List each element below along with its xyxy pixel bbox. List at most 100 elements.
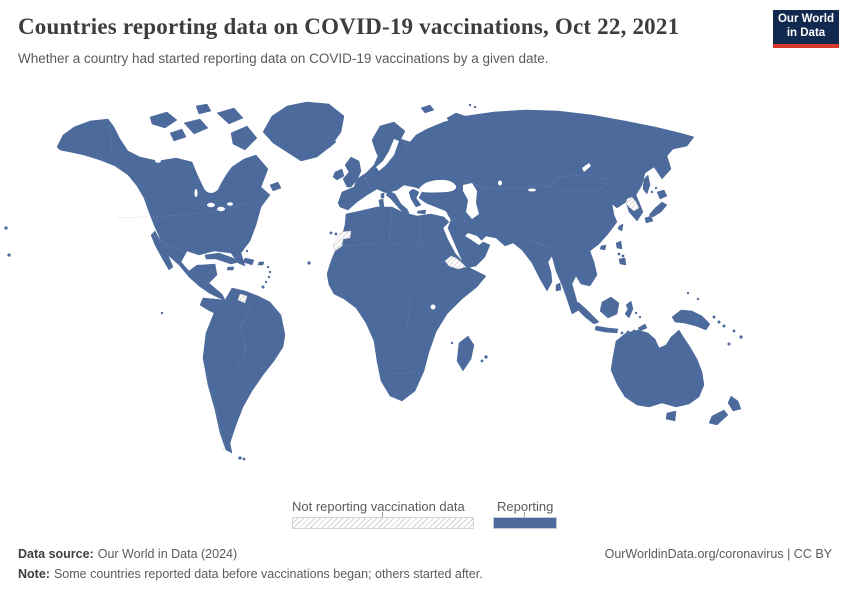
island-dot: [241, 245, 245, 249]
island-sardinia: [378, 198, 385, 209]
arctic-island: [216, 107, 244, 125]
island-falklands: [238, 456, 242, 460]
island-java: [594, 325, 619, 334]
island-sri-lanka: [555, 282, 562, 292]
footer-credit-link[interactable]: OurWorldinData.org/coronavirus | CC BY: [604, 547, 832, 561]
arctic-island: [183, 118, 209, 135]
lake-balkhash: [528, 188, 536, 192]
island-kyushu: [644, 215, 654, 224]
island-sulawesi: [624, 300, 634, 319]
legend-label-reporting: Reporting: [497, 499, 554, 514]
island-canary: [329, 231, 333, 235]
arctic-island-baffin: [230, 125, 258, 151]
peninsula-greece: [408, 188, 422, 208]
island-sicily: [392, 213, 402, 221]
landmass-north-america: [56, 118, 271, 301]
island-moluccas: [638, 315, 642, 319]
landmass-africa: [326, 206, 487, 402]
landmass-greenland: [262, 101, 345, 162]
footer-source-label: Data source:: [18, 547, 94, 561]
sea-caspian: [463, 183, 479, 219]
island-solomon: [712, 315, 716, 319]
island-new-guinea: [671, 309, 711, 331]
island-taiwan: [617, 223, 624, 232]
island-comoros: [450, 341, 454, 345]
island-dot: [468, 103, 472, 107]
lake-superior: [207, 202, 215, 208]
island-visayas: [617, 252, 621, 256]
lake-erie-ontario: [227, 202, 233, 206]
not-reporting-region-eritrea: [444, 255, 467, 270]
island-puerto-rico: [257, 261, 265, 266]
world-choropleth-map: [0, 95, 850, 495]
landmass-eurasia: [337, 109, 695, 315]
landmass-south-america: [199, 287, 286, 454]
island-hokkaido: [656, 189, 668, 200]
island-cuba: [204, 252, 240, 265]
island-hawaii: [4, 226, 8, 230]
sea-baltic: [376, 139, 399, 171]
island-vanuatu: [732, 329, 736, 333]
not-reporting-region-french-guiana: [237, 293, 248, 304]
island-mauritius: [484, 355, 488, 359]
lake-victoria: [430, 304, 436, 310]
island-jamaica: [226, 266, 235, 271]
lake-michigan-huron: [217, 206, 225, 212]
island-fiji: [739, 335, 743, 339]
not-reporting-region-north-korea: [625, 196, 640, 212]
page-title: Countries reporting data on COVID-19 vac…: [18, 14, 680, 39]
island-sumatra: [575, 301, 600, 325]
island-timor: [637, 323, 648, 332]
owid-logo-line2: in Data: [786, 27, 826, 39]
island-novaya-zemlya: [446, 112, 466, 124]
island-hawaii: [7, 253, 11, 257]
arctic-island: [169, 128, 187, 142]
island-mindanao: [618, 257, 627, 266]
legend-swatch-reporting: [493, 517, 557, 529]
island-moluccas: [634, 311, 638, 315]
island-kuril: [654, 186, 658, 190]
legend-tick: [382, 512, 383, 517]
footer-source: Data source: Our World in Data (2024): [18, 547, 237, 561]
island-great-britain: [342, 156, 362, 188]
footer-source-value: Our World in Data (2024): [97, 547, 238, 561]
arctic-island: [149, 111, 178, 129]
footer-note: Note: Some countries reported data before…: [18, 567, 483, 581]
island-new-caledonia: [727, 342, 731, 346]
sea-persian-gulf: [465, 233, 483, 245]
island-solomon: [717, 320, 721, 324]
island-iceland: [319, 135, 337, 149]
island-crete: [416, 209, 427, 215]
island-reunion: [480, 359, 484, 363]
island-solomon: [722, 324, 726, 328]
owid-logo-line1: Our World: [777, 13, 834, 26]
island-galapagos: [160, 311, 164, 315]
island-corsica: [380, 192, 385, 199]
legend-label-not-reporting: Not reporting vaccination data: [292, 499, 465, 514]
sea-black: [419, 179, 457, 193]
lake-baikal: [582, 163, 591, 172]
reporting-landmasses: [4, 101, 743, 461]
legend-swatch-not-reporting: [292, 517, 474, 529]
island-hainan: [599, 244, 607, 251]
island-lesser-sunda: [620, 331, 624, 335]
footer-note-value: Some countries reported data before vacc…: [53, 567, 483, 581]
island-kuril: [650, 190, 654, 194]
island-luzon: [615, 240, 623, 250]
island-madagascar: [456, 335, 475, 372]
legend-tick: [524, 512, 525, 517]
footer-note-label: Note:: [18, 567, 50, 581]
island-ireland: [332, 168, 345, 181]
island-dot: [268, 270, 272, 274]
island-hispaniola: [242, 257, 255, 266]
island-dot: [266, 265, 270, 269]
arctic-island: [195, 103, 212, 115]
island-micronesia: [686, 291, 690, 295]
country-borders: [109, 124, 613, 452]
lake-winnipeg: [194, 189, 198, 197]
island-visayas: [621, 254, 625, 258]
island-honshu: [648, 201, 668, 218]
peninsula-italy: [385, 190, 410, 215]
not-reporting-region-western-sahara: [332, 230, 352, 252]
lake-great-slave: [155, 159, 161, 163]
